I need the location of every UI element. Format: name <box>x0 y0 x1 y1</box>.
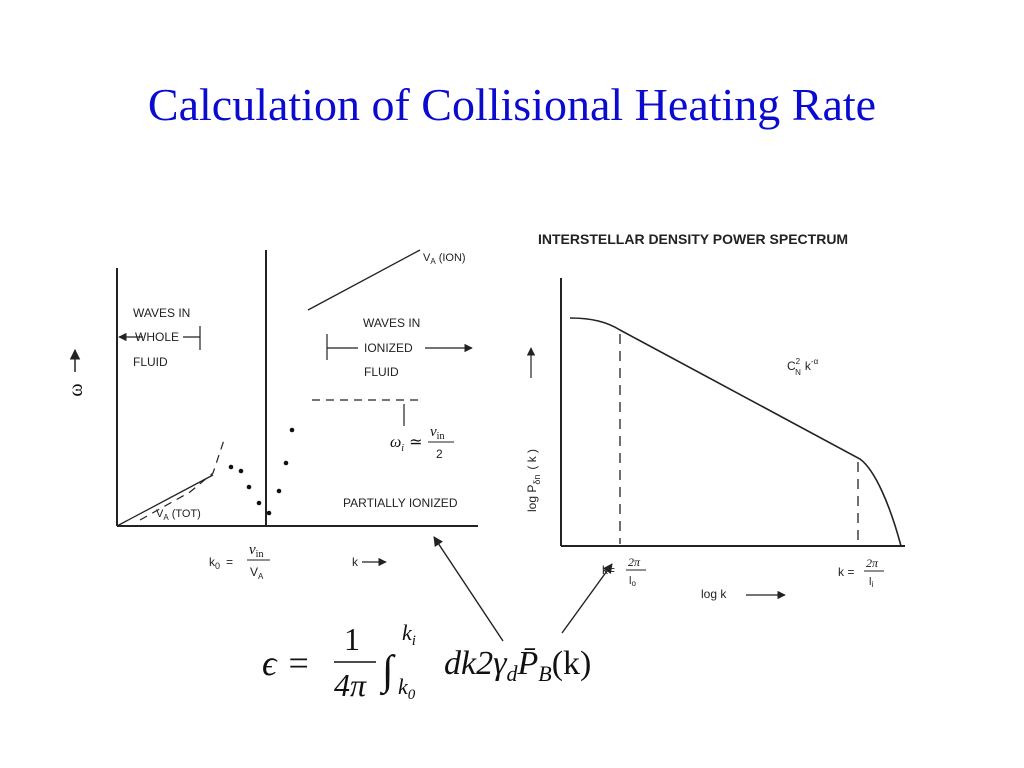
arrow-to-right-figure <box>561 563 613 634</box>
slide-title: Calculation of Collisional Heating Rate <box>147 79 877 130</box>
svg-text:dk2γdP̄B(k): dk2γdP̄B(k) <box>444 645 591 686</box>
va-tot-dashed-curve <box>139 439 225 521</box>
waves-whole-fluid-line2: WHOLE <box>135 330 179 344</box>
arrow-to-left-figure <box>433 536 504 642</box>
outer-scale-formula: k= 2π lo <box>602 555 646 588</box>
right-y-axis-label: log Pδn( k ) <box>525 449 542 512</box>
right-x-axis-label: log k <box>701 587 727 601</box>
waves-ionized-fluid-line1: WAVES IN <box>363 316 420 330</box>
waves-ionized-fluid-line2: IONIZED <box>364 341 413 355</box>
va-ion-line <box>307 249 421 311</box>
svg-text:2: 2 <box>436 447 443 461</box>
svg-text:k0=: k0 = <box>209 555 233 571</box>
svg-text:log Pδn( k ): log Pδn( k ) <box>525 449 542 512</box>
dispersion-diagram: ω WAVES IN WHOLE FLUID VA (ION) WAVES IN … <box>65 249 478 581</box>
waves-whole-fluid-line1: WAVES IN <box>133 306 190 320</box>
va-tot-label: VA (TOT) <box>156 508 201 522</box>
waves-ionized-fluid-line3: FLUID <box>364 365 399 379</box>
svg-text:ϵ=: ϵ = <box>262 643 309 683</box>
svg-text:4π: 4π <box>334 667 367 703</box>
omega-i-formula: ωi ≃ νin 2 <box>390 424 454 461</box>
power-spectrum-title: INTERSTELLAR DENSITY POWER SPECTRUM <box>538 231 848 247</box>
svg-text:∫: ∫ <box>379 648 396 696</box>
svg-text:k0: k0 <box>398 674 416 703</box>
svg-text:VA: VA <box>250 565 264 581</box>
k0-formula: k0 = νin VA <box>209 542 270 581</box>
partially-ionized-label: PARTIALLY IONIZED <box>343 496 458 510</box>
svg-text:ki: ki <box>402 620 416 649</box>
svg-text:νin: νin <box>249 542 263 560</box>
va-tot-line <box>116 474 214 527</box>
svg-text:lo: lo <box>629 575 636 588</box>
waves-whole-fluid-line3: FLUID <box>133 355 168 369</box>
spectrum-curve <box>569 317 902 547</box>
omega-axis-label: ω <box>65 383 87 396</box>
left-x-axis-label: k <box>352 555 359 569</box>
svg-text:k =: k = <box>838 565 854 579</box>
svg-text:2π: 2π <box>866 556 879 570</box>
partially-ionized-dots <box>228 427 295 516</box>
svg-text:ωi≃: ωi ≃ <box>390 434 422 454</box>
svg-text:2π: 2π <box>628 555 641 569</box>
inner-scale-formula: k = 2π li <box>838 556 884 589</box>
svg-text:1: 1 <box>344 621 360 657</box>
svg-text:li: li <box>869 576 873 589</box>
heating-rate-equation: ϵ = 1 4π ∫ ki k0 dk2γdP̄B(k) <box>262 620 591 703</box>
svg-text:νin: νin <box>430 424 444 442</box>
va-ion-label: VA (ION) <box>423 252 466 266</box>
